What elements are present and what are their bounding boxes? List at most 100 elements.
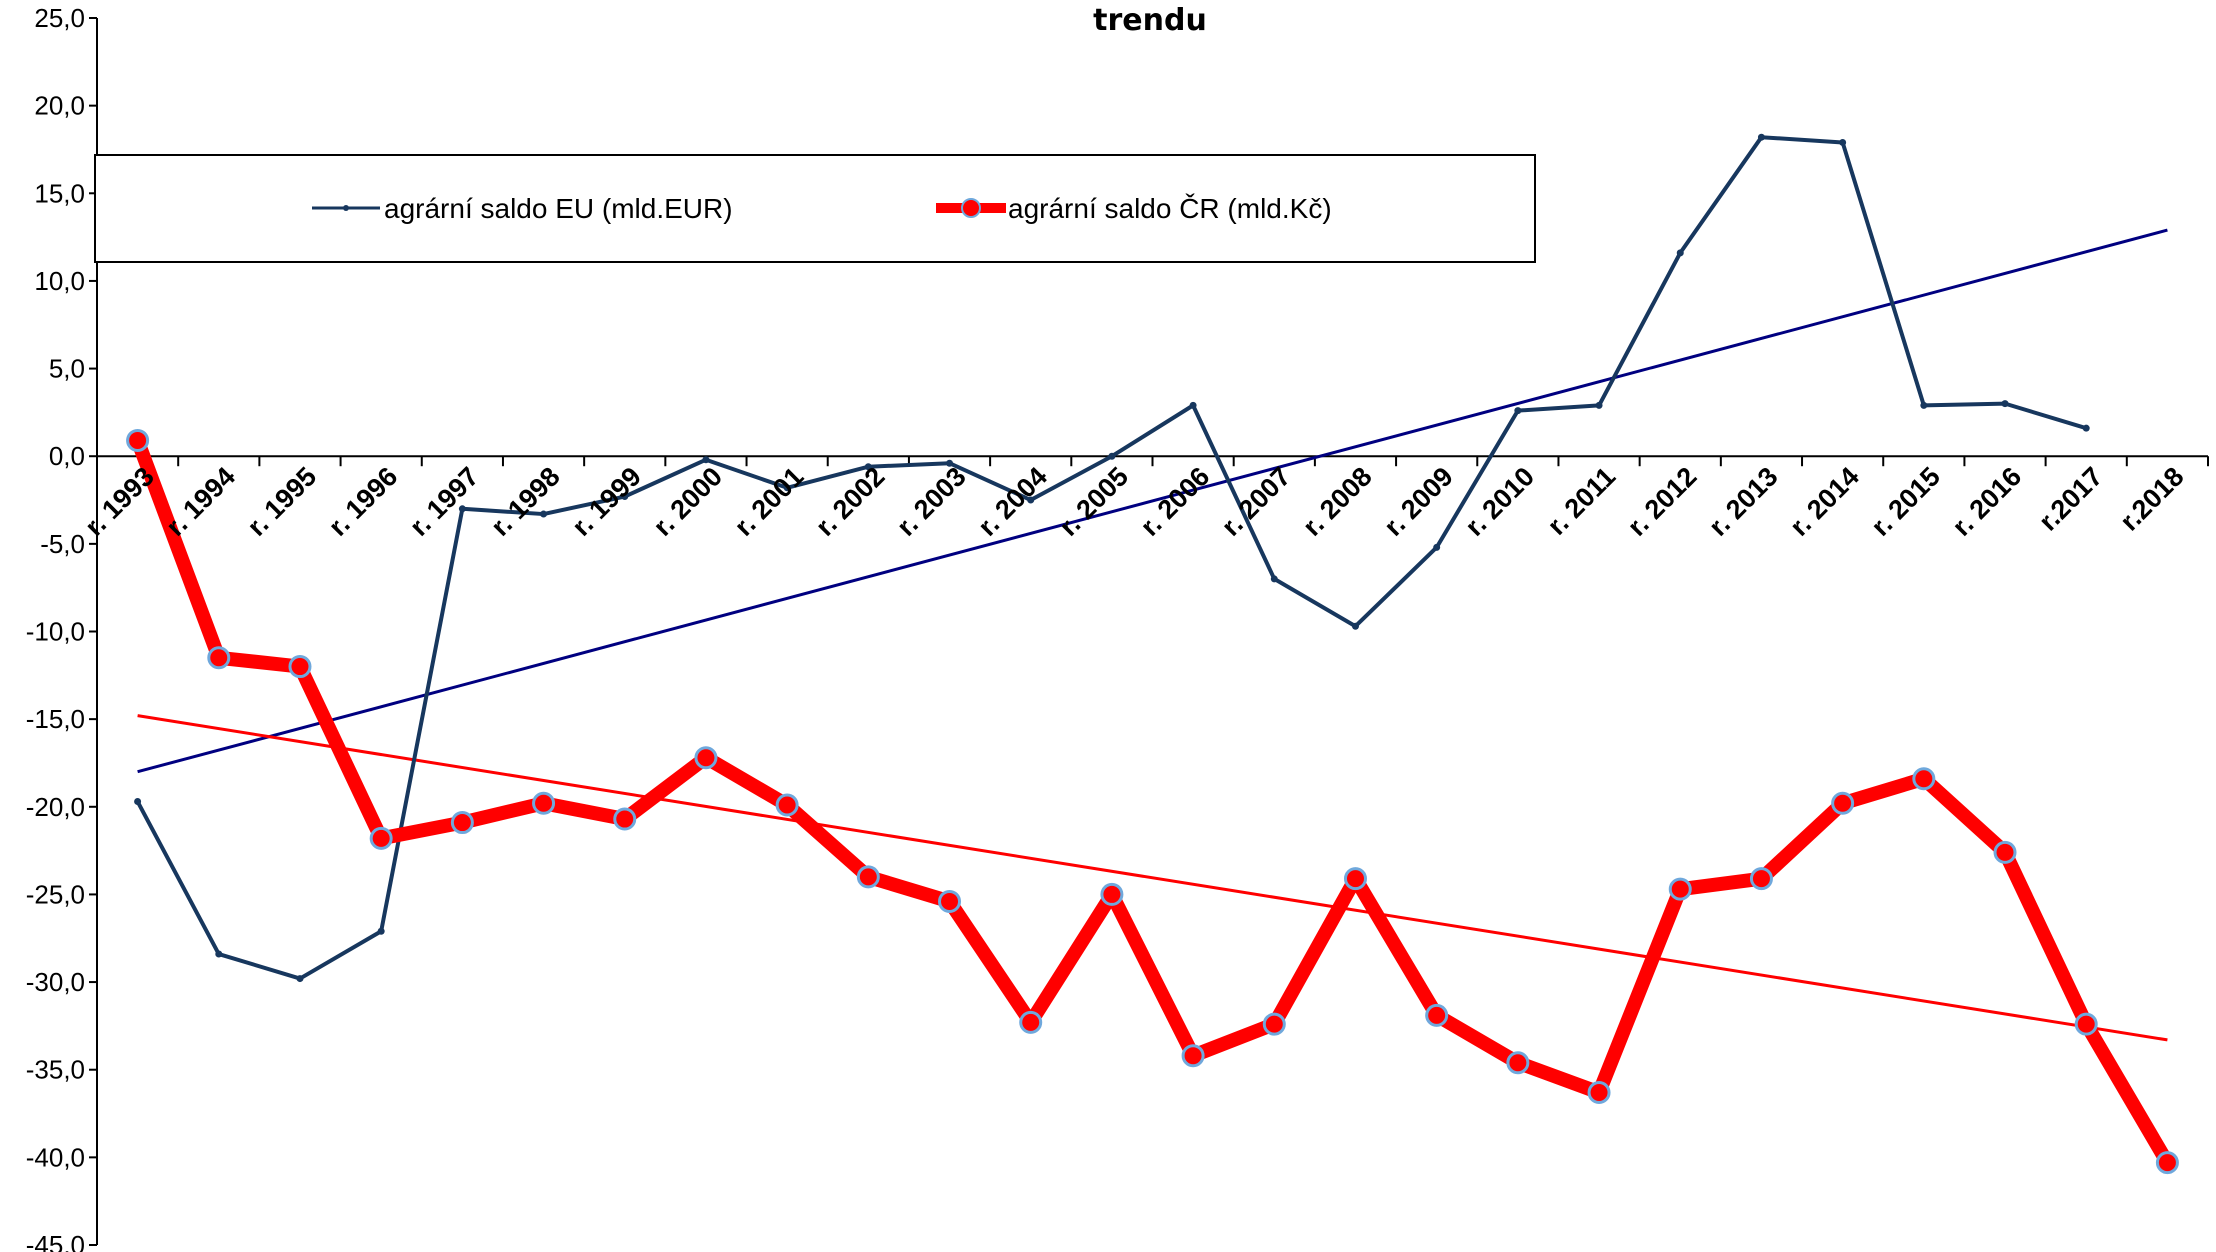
data-point-cr — [207, 646, 231, 670]
data-point-eu — [783, 484, 791, 492]
legend-cr-marker-icon — [961, 198, 981, 218]
series-line-cr — [131, 437, 2174, 1167]
x-category-label: r.2017 — [2033, 461, 2108, 536]
x-category-label: r. 2014 — [1784, 461, 1865, 542]
data-point-eu — [458, 505, 466, 513]
y-tick-label: -10,0 — [26, 617, 85, 647]
x-category-label: r. 1997 — [404, 461, 485, 542]
data-point-eu — [1189, 401, 1197, 409]
y-tick-label: -40,0 — [26, 1142, 85, 1172]
x-category-label: r. 2015 — [1865, 461, 1946, 542]
trendlines — [137, 228, 2168, 1042]
chart-title: trendu — [1093, 3, 1207, 38]
trendline-eu — [137, 228, 2168, 774]
data-point-cr — [1831, 791, 1855, 815]
y-tick-label: -25,0 — [26, 879, 85, 909]
y-tick-label: -30,0 — [26, 967, 85, 997]
data-point-cr — [1262, 1012, 1286, 1036]
data-point-cr — [126, 428, 150, 452]
data-point-eu — [1270, 575, 1278, 583]
x-category-label: r. 1993 — [79, 461, 160, 542]
y-tick-label: -15,0 — [26, 704, 85, 734]
data-point-cr — [1587, 1081, 1611, 1105]
legend-eu-marker-icon — [343, 205, 349, 211]
data-point-cr — [288, 655, 312, 679]
data-point-eu — [1676, 249, 1684, 257]
data-point-cr — [1425, 1003, 1449, 1027]
data-point-cr — [532, 791, 556, 815]
trendline-cr — [137, 714, 2168, 1042]
data-point-eu — [540, 510, 548, 518]
y-tick-label: -5,0 — [40, 529, 85, 559]
data-point-eu — [215, 950, 223, 958]
data-point-cr — [938, 889, 962, 913]
legend: agrární saldo EU (mld.EUR) agrární saldo… — [94, 154, 1536, 263]
y-tick-label: -20,0 — [26, 792, 85, 822]
x-category-label: r. 2005 — [1053, 461, 1134, 542]
data-point-cr — [1506, 1051, 1530, 1075]
legend-eu-label: agrární saldo EU (mld.EUR) — [384, 193, 733, 224]
x-category-label: r. 2012 — [1622, 461, 1703, 542]
data-point-cr — [1749, 867, 1773, 891]
data-point-eu — [1595, 401, 1603, 409]
data-point-eu — [296, 975, 304, 983]
data-point-cr — [2155, 1151, 2179, 1175]
data-point-eu — [864, 463, 872, 471]
x-category-label: r. 2011 — [1542, 461, 1622, 541]
data-point-eu — [2001, 400, 2009, 408]
y-tick-label: 15,0 — [34, 178, 85, 208]
category-labels: r. 1993 r. 1994 r. 1995 r. 1996 r. 1997 r. 19… — [79, 461, 2189, 542]
legend-cr-label: agrární saldo ČR (mld.Kč) — [1008, 193, 1332, 224]
y-tick-label: 25,0 — [34, 3, 85, 33]
x-category-label: r.2018 — [2114, 461, 2189, 536]
data-point-cr — [450, 811, 474, 835]
y-tick-label: 10,0 — [34, 266, 85, 296]
y-tick-label: -35,0 — [26, 1055, 85, 1085]
x-category-label: r. 2003 — [891, 461, 972, 542]
y-tick-label: 5,0 — [49, 354, 85, 384]
data-point-eu — [1433, 543, 1441, 551]
x-category-label: r. 1996 — [323, 461, 404, 542]
x-category-label: r. 1994 — [160, 461, 241, 542]
data-point-eu — [1757, 133, 1765, 141]
data-point-cr — [1993, 840, 2017, 864]
x-category-label: r. 2010 — [1459, 461, 1540, 542]
data-point-eu — [1514, 407, 1522, 415]
x-category-label: r. 1998 — [485, 461, 566, 542]
data-point-cr — [1668, 877, 1692, 901]
data-point-eu — [1108, 452, 1116, 460]
data-point-cr — [369, 826, 393, 850]
data-point-cr — [775, 793, 799, 817]
x-category-label: r. 2008 — [1297, 461, 1378, 542]
data-point-cr — [694, 746, 718, 770]
y-tick-label: 0,0 — [49, 441, 85, 471]
x-category-label: r. 1995 — [242, 461, 323, 542]
data-point-eu — [1351, 622, 1359, 630]
y-tick-label: 20,0 — [34, 91, 85, 121]
data-point-eu — [134, 798, 142, 806]
data-point-cr — [1019, 1010, 1043, 1034]
data-point-cr — [1343, 867, 1367, 891]
data-point-eu — [946, 459, 954, 467]
data-point-cr — [1100, 882, 1124, 906]
data-point-eu — [1920, 401, 1928, 409]
data-point-cr — [613, 807, 637, 831]
plot-area: 25,0 20,0 15,0 10,0 5,0 0,0 -5,0 -10,0 -15,0 -20,… — [26, 3, 2209, 1252]
data-point-cr — [1912, 767, 1936, 791]
data-point-eu — [377, 927, 385, 935]
data-point-cr — [856, 865, 880, 889]
data-point-eu — [702, 456, 710, 464]
data-point-eu — [1027, 496, 1035, 504]
data-point-eu — [1839, 138, 1847, 146]
data-point-eu — [621, 493, 629, 501]
series-layer — [126, 133, 2179, 1175]
data-point-cr — [2074, 1012, 2098, 1036]
y-tick-label: -45,0 — [26, 1230, 85, 1252]
data-point-eu — [2082, 424, 2090, 432]
x-category-label: r. 2000 — [648, 461, 729, 542]
data-point-cr — [1181, 1044, 1205, 1068]
x-category-label: r. 1999 — [566, 461, 647, 542]
x-category-label: r. 2016 — [1947, 461, 2028, 542]
x-category-label: r. 2013 — [1703, 461, 1784, 542]
